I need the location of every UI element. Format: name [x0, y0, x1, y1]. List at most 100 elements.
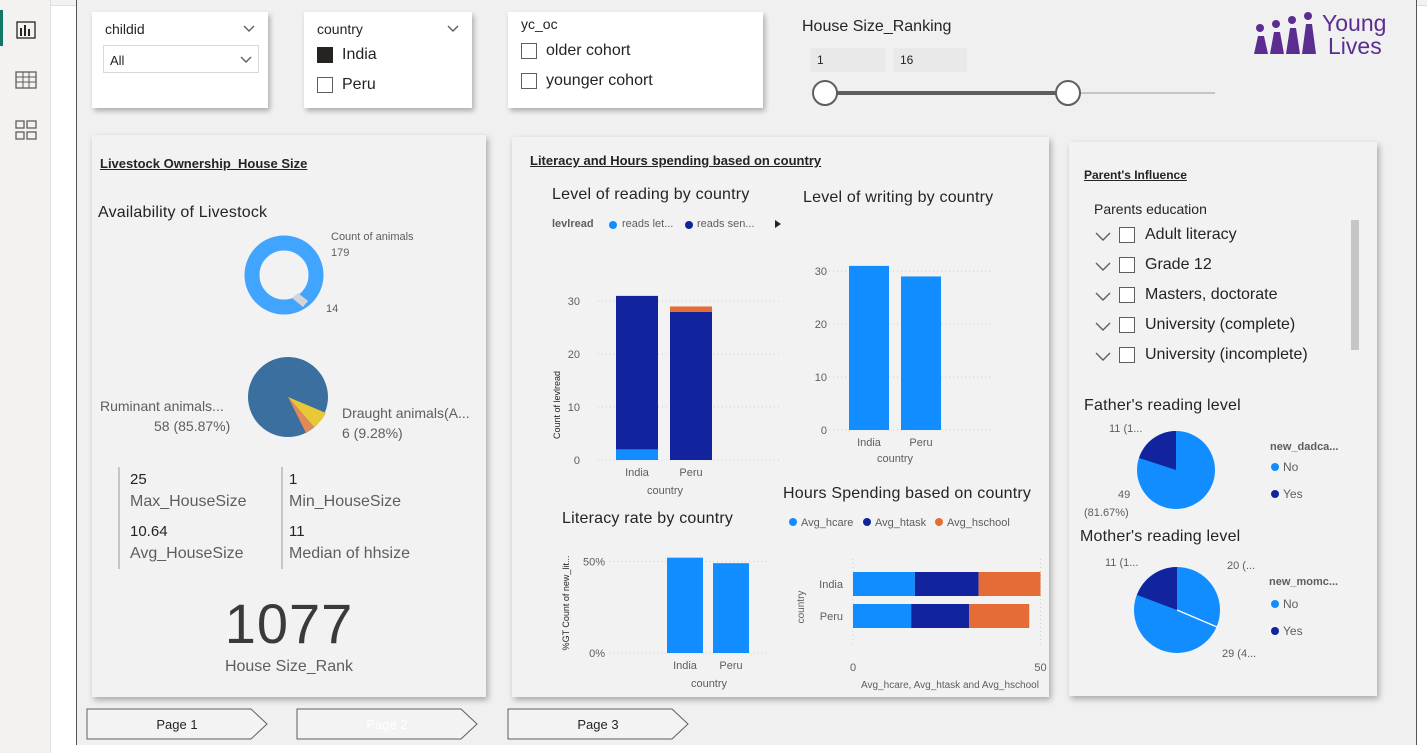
father-pie-chart[interactable]: [1129, 425, 1229, 525]
bar[interactable]: [667, 557, 703, 653]
x-tick-label: India: [625, 467, 650, 479]
childid-selected-value: All: [110, 53, 125, 68]
bar-segment[interactable]: [969, 604, 1030, 628]
page-1-tab[interactable]: Page 1: [86, 708, 268, 740]
education-scrollbar[interactable]: [1351, 220, 1359, 350]
education-item-label[interactable]: University (complete): [1145, 316, 1296, 333]
writing-bar-chart[interactable]: 0 10 20 30 India Peru country: [797, 232, 997, 472]
donut-slice-small[interactable]: [292, 293, 308, 307]
country-slicer[interactable]: country India Peru: [304, 12, 472, 108]
education-item[interactable]: Masters, doctorate: [1094, 286, 1344, 310]
country-peru-checkbox[interactable]: [317, 77, 333, 93]
page-2-tab[interactable]: Page 2: [296, 708, 478, 740]
childid-slicer[interactable]: childid All: [92, 12, 268, 108]
chevron-down-icon[interactable]: [1095, 292, 1111, 302]
education-checkbox[interactable]: [1119, 347, 1135, 363]
hours-chart-title: Hours Spending based on country: [783, 485, 1032, 502]
education-item-label[interactable]: University (incomplete): [1145, 346, 1308, 363]
pie-slice-yes[interactable]: [1137, 567, 1177, 610]
education-item-label[interactable]: Masters, doctorate: [1145, 286, 1278, 303]
childid-dropdown[interactable]: All: [103, 45, 259, 73]
education-item-label[interactable]: Adult literacy: [1145, 226, 1237, 243]
table-view-icon[interactable]: [12, 66, 40, 94]
cohort-slicer[interactable]: yc_oc older cohort younger cohort: [508, 12, 763, 108]
legend-dot: [863, 518, 871, 526]
education-checkbox[interactable]: [1119, 227, 1135, 243]
page-2-label: Page 2: [366, 717, 408, 732]
donut-slice-main[interactable]: [244, 235, 324, 315]
livestock-donut-chart[interactable]: [232, 231, 332, 321]
bar-segment[interactable]: [853, 604, 912, 628]
kpi-divider: [118, 467, 120, 569]
x-axis-label: Avg_hcare, Avg_htask and Avg_hschool: [861, 680, 1039, 691]
education-checkbox[interactable]: [1119, 287, 1135, 303]
x-tick-label: 0: [850, 662, 856, 674]
hours-bar-chart[interactable]: 0 50 India Peru country Avg_hcare, Avg_htask …: [777, 547, 1049, 695]
chevron-down-icon[interactable]: [243, 25, 255, 33]
pie-slice-other[interactable]: [288, 397, 314, 433]
mother-label-b: 20 (...: [1227, 560, 1256, 572]
older-cohort-checkbox[interactable]: [521, 43, 537, 59]
pie-slice-draught[interactable]: [288, 397, 326, 427]
bar-segment[interactable]: [670, 311, 712, 460]
bar-segment[interactable]: [616, 449, 658, 460]
slider-max-handle[interactable]: [1055, 80, 1081, 106]
rate-bar-chart[interactable]: 0% 50% India Peru country %GT Count of new_li…: [557, 537, 777, 695]
legend-scroll-right-icon[interactable]: [774, 219, 782, 229]
mother-pie-chart[interactable]: [1124, 560, 1234, 670]
model-view-icon[interactable]: [12, 116, 40, 144]
parents-panel: Parent's Influence Parents education Adu…: [1069, 142, 1377, 696]
education-item[interactable]: University (incomplete): [1094, 346, 1344, 370]
legend-dot: [789, 518, 797, 526]
older-cohort-label[interactable]: older cohort: [546, 42, 631, 59]
bar[interactable]: [849, 265, 889, 430]
livestock-panel: Livestock Ownership_House Size Availabil…: [92, 135, 486, 697]
reading-bar-chart[interactable]: 0 10 20 30 India Peru country Count of levlread: [550, 262, 788, 502]
x-tick-label: 50: [1034, 662, 1046, 674]
younger-cohort-checkbox[interactable]: [521, 73, 537, 89]
chevron-down-icon: [240, 56, 252, 63]
donut-title: Availability of Livestock: [98, 204, 268, 221]
parents-education-title: Parents education: [1094, 201, 1207, 217]
chevron-down-icon[interactable]: [1095, 352, 1111, 362]
younger-cohort-label[interactable]: younger cohort: [546, 72, 653, 89]
bar-segment[interactable]: [616, 295, 658, 450]
rate-chart-title: Literacy rate by country: [562, 510, 734, 527]
house-size-min-input[interactable]: 1: [811, 48, 885, 72]
education-checkbox[interactable]: [1119, 257, 1135, 273]
house-size-slicer[interactable]: House Size_Ranking 1 16: [797, 12, 1217, 112]
pie-slice-yes[interactable]: [1139, 431, 1176, 470]
house-size-max-input[interactable]: 16: [893, 48, 967, 72]
legend-dot-light-blue: [609, 221, 617, 229]
chevron-down-icon[interactable]: [1095, 262, 1111, 272]
country-india-label[interactable]: India: [342, 46, 377, 63]
bar-segment[interactable]: [853, 572, 915, 596]
pie-label-right: Draught animals(A...: [342, 405, 470, 421]
education-checkbox[interactable]: [1119, 317, 1135, 333]
slider-min-handle[interactable]: [812, 80, 838, 106]
y-tick-label: 50%: [583, 556, 605, 568]
page-3-tab[interactable]: Page 3: [507, 708, 689, 740]
bar-segment[interactable]: [914, 572, 979, 596]
education-item-label[interactable]: Grade 12: [1145, 256, 1212, 273]
donut-value-small: 14: [326, 303, 339, 315]
country-peru-label[interactable]: Peru: [342, 76, 376, 93]
bar-segment[interactable]: [670, 306, 712, 312]
bar[interactable]: [713, 563, 749, 653]
bar-segment[interactable]: [978, 572, 1041, 596]
education-item[interactable]: Adult literacy: [1094, 226, 1344, 250]
kpi-avg-value: 10.64: [130, 523, 168, 540]
livestock-pie-chart[interactable]: [242, 353, 332, 443]
bar[interactable]: [901, 276, 941, 430]
education-item[interactable]: Grade 12: [1094, 256, 1344, 280]
pie-value-left: 58 (85.87%): [154, 418, 231, 434]
chevron-down-icon[interactable]: [1095, 322, 1111, 332]
kpi-min-label: Min_HouseSize: [289, 493, 402, 510]
report-view-icon[interactable]: [12, 16, 40, 44]
country-india-checkbox[interactable]: [317, 47, 333, 63]
education-item[interactable]: University (complete): [1094, 316, 1344, 340]
chevron-down-icon[interactable]: [1095, 232, 1111, 242]
page-3-label: Page 3: [577, 717, 619, 732]
chevron-down-icon[interactable]: [447, 25, 459, 33]
bar-segment[interactable]: [911, 604, 970, 628]
